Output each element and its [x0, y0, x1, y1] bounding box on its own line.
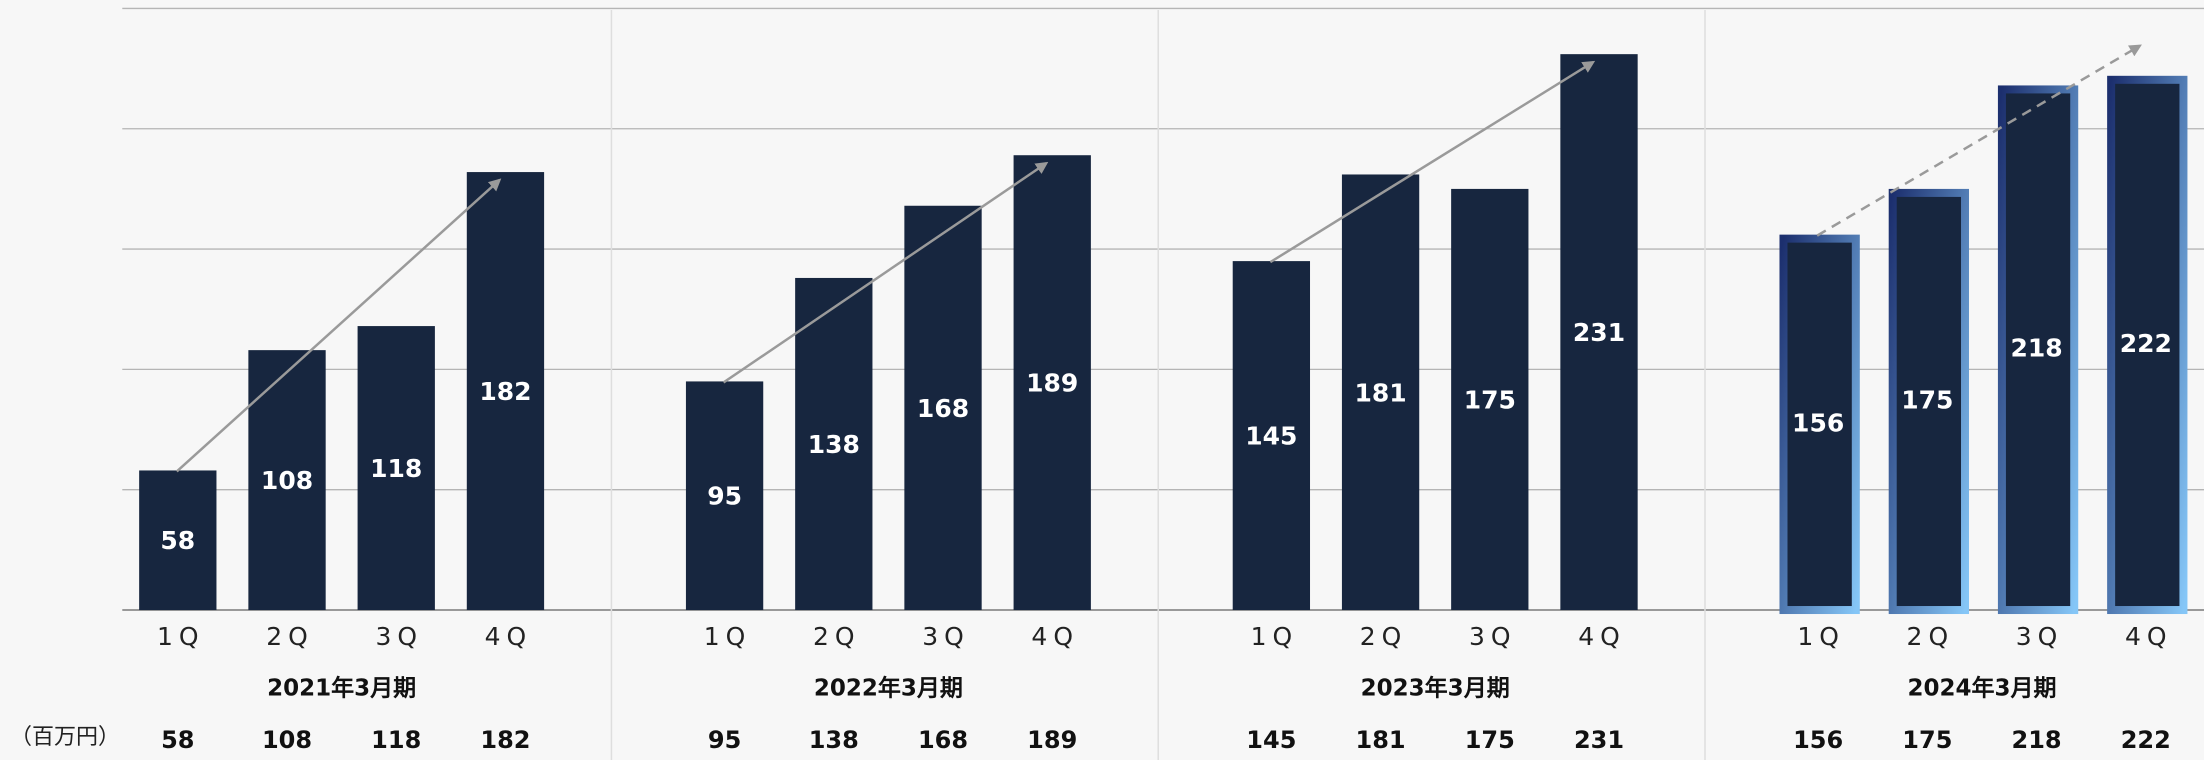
x-tick-label: 2Q [1360, 622, 1408, 651]
x-tick-label: 4Q [2125, 622, 2173, 651]
table-value: 181 [1356, 726, 1406, 754]
value-label: 231 [1573, 318, 1625, 347]
value-label: 182 [479, 377, 531, 406]
bar [1451, 188, 1529, 611]
value-label: 218 [2010, 334, 2062, 363]
value-label: 222 [2120, 329, 2172, 358]
x-tick-label: 1Q [1797, 622, 1845, 651]
value-label: 138 [808, 430, 860, 459]
x-tick-label: 2Q [266, 622, 314, 651]
bar [685, 381, 764, 611]
table-value: 156 [1793, 726, 1843, 754]
table-value: 145 [1246, 726, 1296, 754]
value-label: 95 [707, 482, 742, 511]
table-value: 189 [1027, 726, 1077, 754]
trend-arrow [175, 178, 502, 473]
bar [795, 277, 873, 611]
table-value: 175 [1465, 726, 1515, 754]
trend-arrow [1269, 60, 1596, 264]
bar [248, 350, 326, 611]
value-label: 168 [917, 394, 969, 423]
value-label: 108 [261, 466, 313, 495]
value-label: 181 [1354, 378, 1406, 407]
value-label: 189 [1026, 369, 1078, 398]
value-label: 58 [160, 526, 195, 555]
table-value: 168 [918, 726, 968, 754]
table-value: 58 [161, 726, 194, 754]
table-value: 95 [708, 726, 741, 754]
bar [1341, 174, 1420, 611]
table-value: 138 [809, 726, 859, 754]
x-tick-label: 4Q [485, 622, 533, 651]
table-value: 175 [1902, 726, 1952, 754]
group-label: 2024年3月期 [1907, 675, 2056, 702]
x-tick-label: 4Q [1031, 622, 1079, 651]
bar [1232, 261, 1311, 611]
group-label: 2021年3月期 [267, 675, 416, 702]
x-tick-label: 1Q [157, 622, 205, 651]
bar [904, 205, 982, 611]
group-label: 2022年3月期 [814, 675, 963, 702]
x-tick-label: 1Q [704, 622, 752, 651]
bar [1560, 54, 1638, 611]
unit-label: （百万円） [10, 725, 120, 750]
x-tick-label: 3Q [2016, 622, 2064, 651]
x-tick-label: 3Q [1469, 622, 1517, 651]
x-tick-label: 3Q [922, 622, 970, 651]
table-value: 108 [262, 726, 312, 754]
bar [466, 172, 545, 611]
table-value: 182 [480, 726, 530, 754]
value-label: 118 [370, 454, 422, 483]
trend-arrow [1816, 44, 2142, 237]
bar [1888, 188, 1970, 615]
bar [1779, 234, 1860, 615]
value-label: 175 [1901, 385, 1953, 414]
table-value: 222 [2121, 726, 2171, 754]
bar [139, 470, 217, 611]
bar [1997, 85, 2079, 615]
bar [357, 326, 435, 611]
x-tick-label: 4Q [1578, 622, 1626, 651]
value-label: 175 [1464, 385, 1516, 414]
value-label: 145 [1245, 422, 1297, 451]
table-value: 231 [1574, 726, 1624, 754]
trend-arrow [722, 161, 1049, 384]
table-value: 218 [2012, 726, 2062, 754]
group-label: 2023年3月期 [1361, 675, 1510, 702]
x-tick-label: 2Q [813, 622, 861, 651]
bar [1013, 155, 1091, 611]
value-label: 156 [1792, 408, 1844, 437]
table-value: 118 [371, 726, 421, 754]
x-tick-label: 2Q [1907, 622, 1955, 651]
x-tick-label: 1Q [1251, 622, 1299, 651]
bar [2107, 75, 2188, 615]
x-tick-label: 3Q [375, 622, 423, 651]
